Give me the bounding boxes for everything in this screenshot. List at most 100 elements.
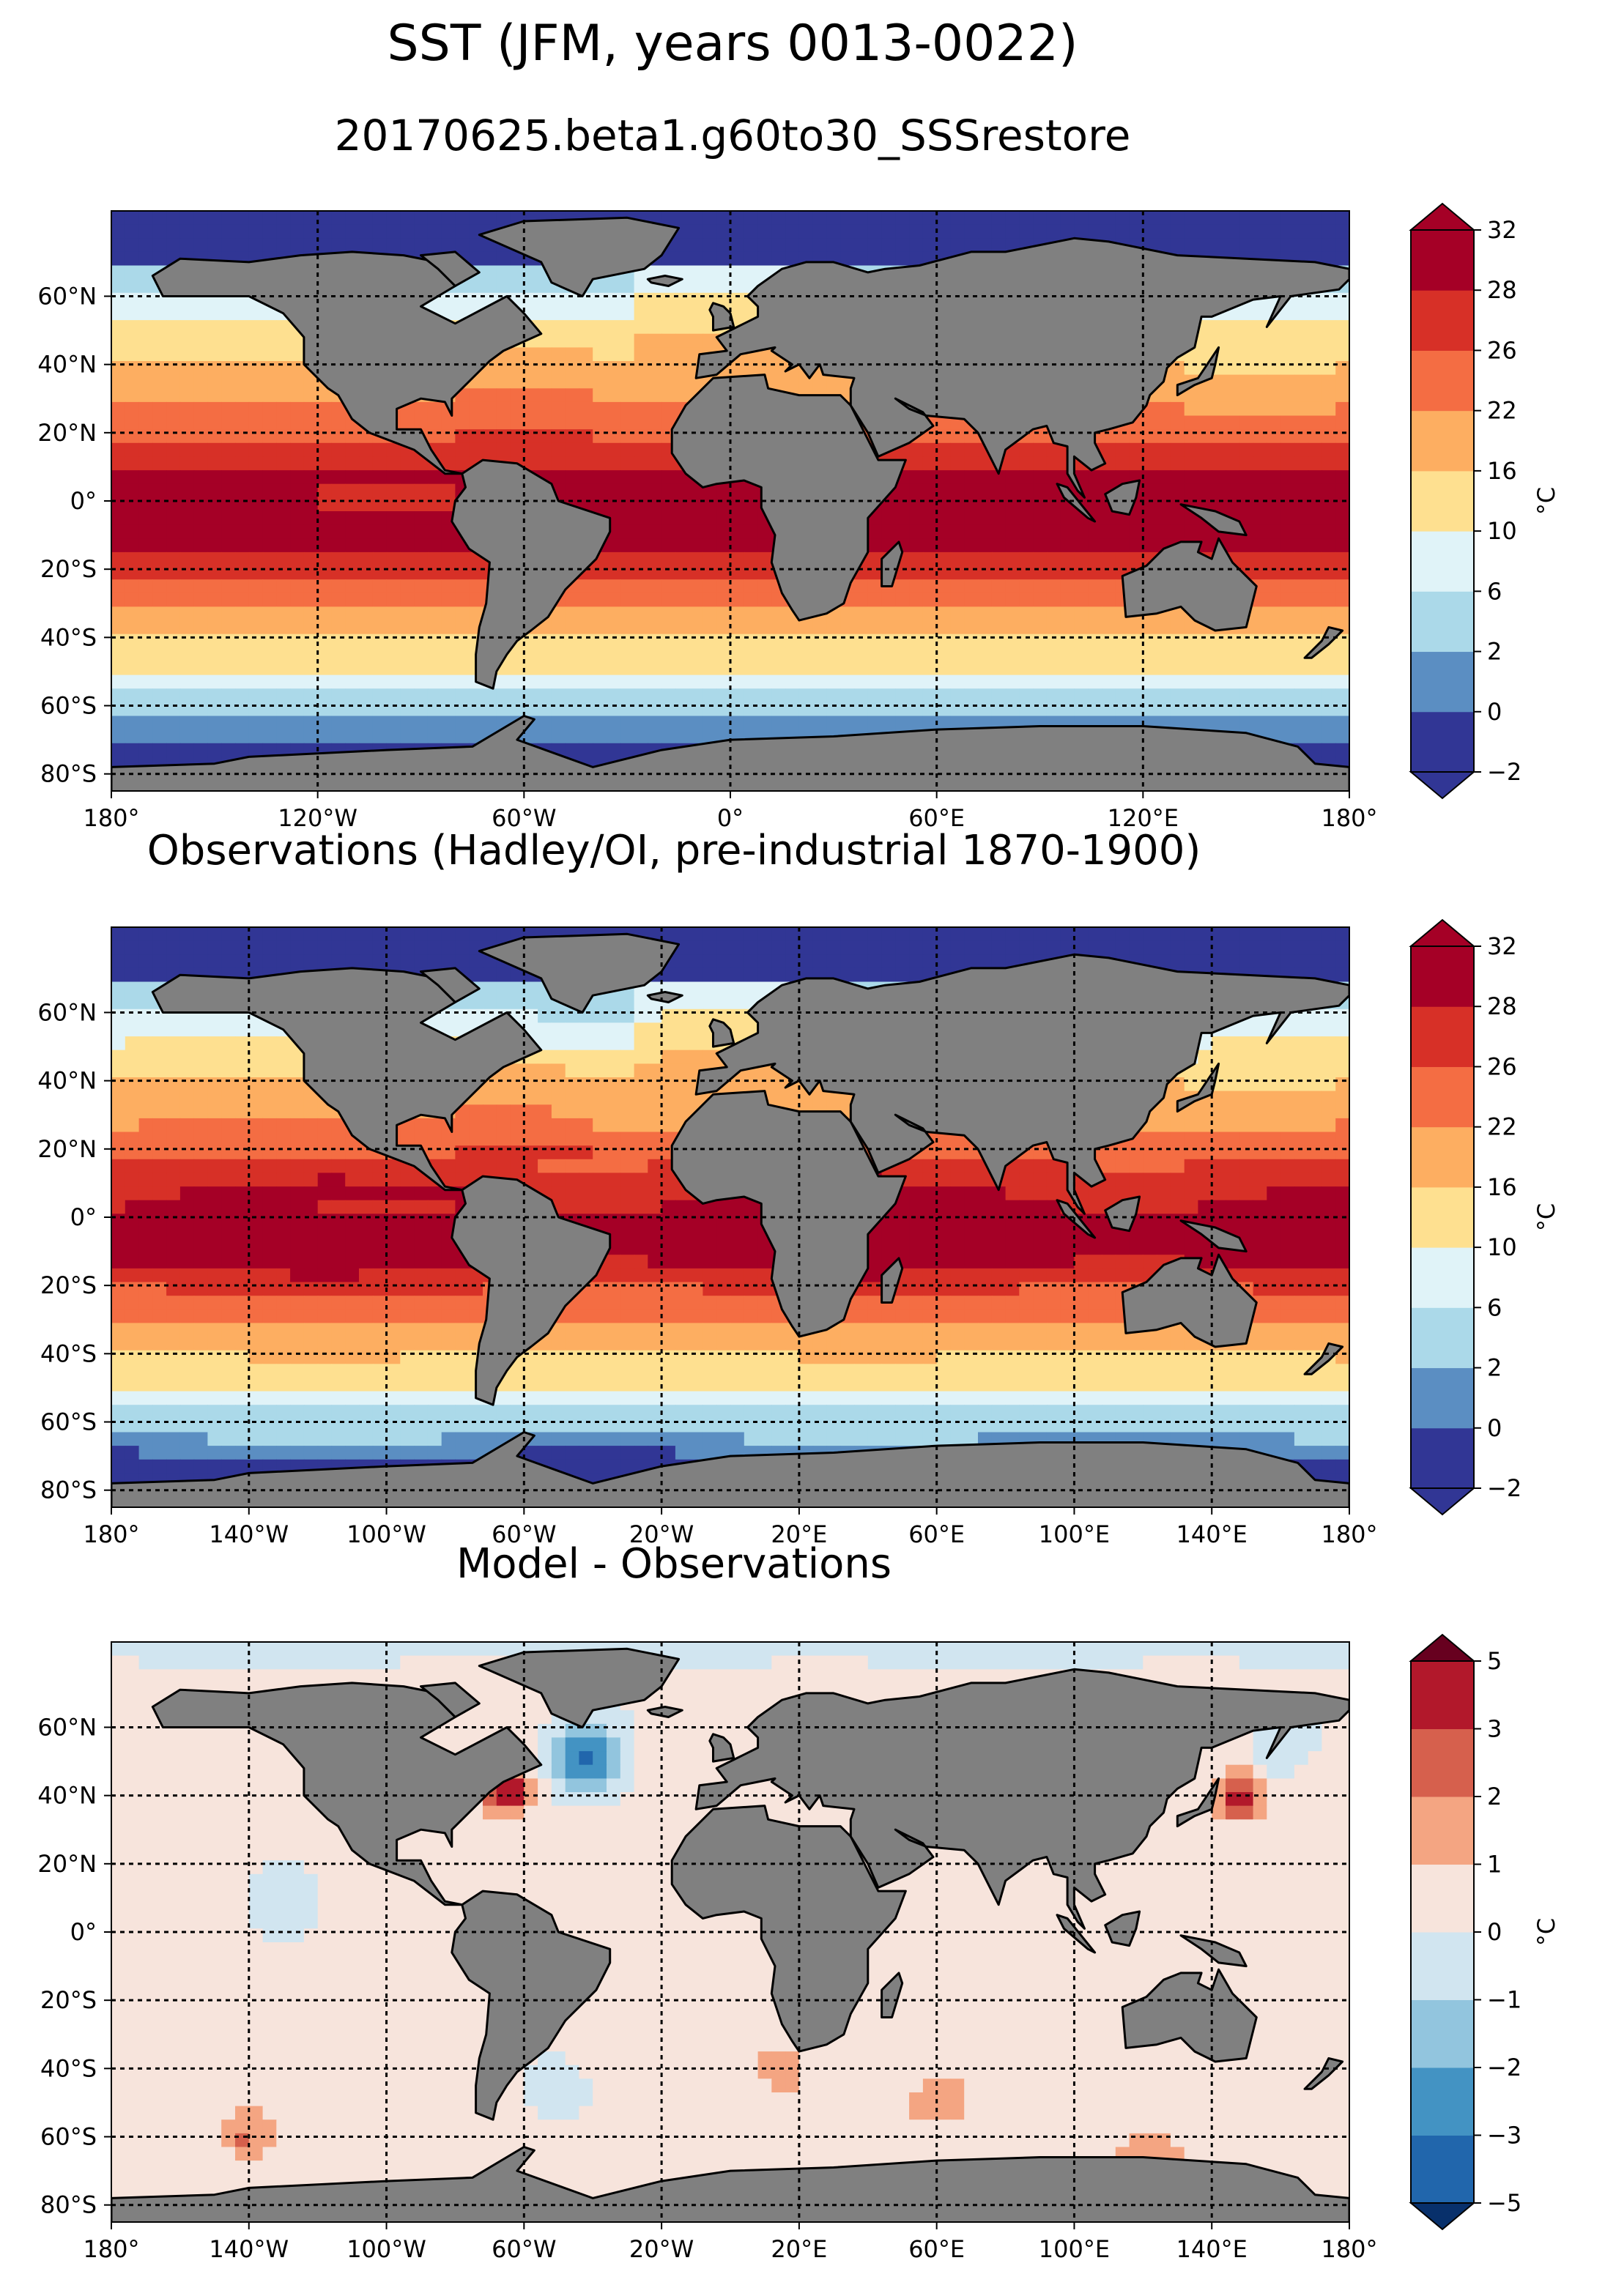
field-cell	[1143, 483, 1157, 498]
field-cell	[290, 511, 305, 526]
field-cell	[964, 470, 979, 485]
field-cell	[1267, 940, 1281, 955]
field-cell	[538, 620, 552, 635]
field-cell	[689, 954, 704, 969]
field-cell	[193, 511, 209, 526]
field-cell	[1033, 524, 1048, 539]
field-cell	[579, 470, 593, 485]
field-cell	[138, 927, 153, 942]
field-cell	[716, 238, 731, 253]
field-cell	[1322, 429, 1336, 444]
field-cell	[125, 265, 140, 280]
field-cell	[400, 456, 415, 471]
field-cell	[359, 470, 374, 485]
field-cell	[716, 251, 731, 267]
field-cell	[179, 592, 195, 607]
field-cell	[166, 347, 181, 362]
field-cell	[276, 565, 291, 580]
field-cell	[1019, 470, 1034, 485]
field-cell	[950, 702, 965, 717]
field-cell	[427, 606, 442, 621]
field-cell	[414, 470, 429, 485]
field-cell	[1198, 634, 1212, 648]
field-cell	[593, 995, 607, 1010]
field-cell	[483, 211, 497, 226]
field-cell	[193, 940, 209, 955]
field-cell	[922, 511, 938, 526]
field-cell	[524, 265, 538, 280]
field-cell	[345, 675, 360, 689]
land-sumatra	[1056, 483, 1097, 523]
field-cell	[661, 620, 676, 635]
field-cell	[111, 551, 126, 567]
field-cell	[248, 634, 264, 648]
field-cell	[221, 606, 236, 621]
field-cell	[1198, 675, 1212, 689]
field-cell	[1157, 238, 1171, 253]
field-cell	[125, 551, 140, 567]
field-cell	[978, 211, 993, 226]
field-cell	[427, 940, 442, 955]
field-cell	[620, 279, 635, 294]
field-cell	[675, 1063, 690, 1078]
field-cell	[1294, 1022, 1309, 1037]
field-cell	[1143, 702, 1157, 717]
field-cell	[648, 620, 662, 635]
field-cell	[1308, 551, 1323, 567]
field-cell	[1322, 688, 1336, 703]
field-cell	[1212, 716, 1226, 730]
field-cell	[648, 361, 662, 376]
field-cell	[607, 497, 621, 512]
field-cell	[1074, 224, 1089, 239]
field-cell	[179, 729, 195, 744]
field-cell	[854, 967, 869, 983]
field-cell	[689, 729, 704, 744]
field-cell	[1129, 661, 1143, 676]
field-cell	[248, 940, 264, 955]
field-cell	[950, 940, 965, 955]
field-cell	[648, 647, 662, 662]
field-cell	[303, 729, 319, 744]
field-cell	[138, 1008, 153, 1023]
field-cell	[331, 565, 346, 580]
field-cell	[138, 688, 153, 703]
field-cell	[1019, 224, 1034, 239]
field-cell	[331, 606, 346, 621]
field-cell	[441, 429, 456, 444]
field-cell	[1019, 940, 1034, 955]
field-cell	[125, 967, 140, 983]
field-cell	[922, 456, 938, 471]
field-cell	[854, 620, 869, 635]
field-cell	[179, 538, 195, 553]
field-cell	[978, 940, 993, 955]
field-cell	[661, 401, 676, 417]
field-cell	[193, 551, 209, 567]
field-cell	[193, 306, 209, 321]
field-cell	[1157, 661, 1171, 676]
field-cell	[111, 442, 126, 457]
field-cell	[1226, 675, 1240, 689]
field-cell	[1143, 224, 1157, 239]
field-cell	[1157, 442, 1171, 457]
field-cell	[1198, 1063, 1212, 1078]
field-cell	[1226, 442, 1240, 457]
field-cell	[991, 565, 1007, 580]
field-cell	[1322, 347, 1336, 362]
field-cell	[138, 538, 153, 553]
field-cell	[648, 551, 662, 567]
field-cell	[1322, 361, 1336, 376]
field-cell	[221, 238, 236, 253]
field-cell	[455, 579, 470, 594]
field-cell	[111, 1049, 126, 1064]
field-cell	[1335, 251, 1349, 267]
field-cell	[565, 401, 580, 417]
field-cell	[1308, 306, 1323, 321]
field-cell	[1226, 538, 1240, 553]
field-cell	[964, 579, 979, 594]
field-cell	[634, 374, 648, 389]
field-cell	[909, 579, 924, 594]
land-eurasia	[694, 237, 1349, 499]
field-cell	[166, 551, 181, 567]
field-cell	[1267, 333, 1281, 348]
field-cell	[840, 927, 855, 942]
